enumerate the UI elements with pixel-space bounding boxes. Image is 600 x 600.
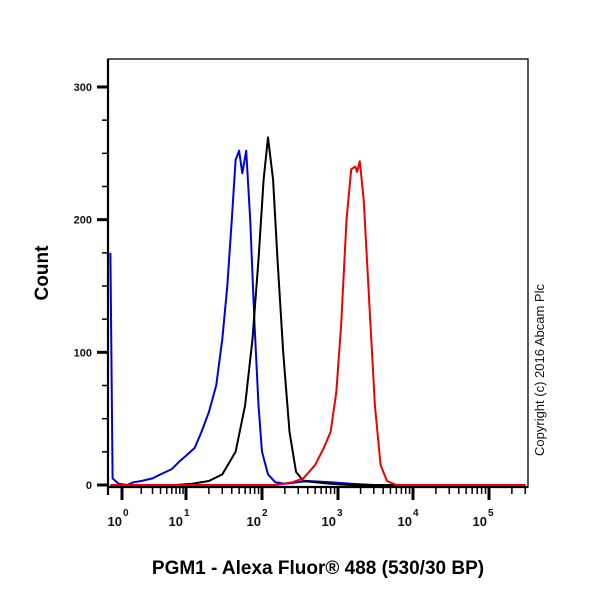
svg-text:10: 10 [473,514,487,529]
histogram-line-black [110,136,526,486]
svg-text:10: 10 [108,514,122,529]
svg-text:10: 10 [398,514,412,529]
x-tick-label: 105 [473,508,494,529]
histogram-line-red [110,160,526,486]
x-axis-title: PGM1 - Alexa Fluor® 488 (530/30 BP) [152,558,484,579]
x-tick-label: 100 [108,508,129,529]
histogram-line-blue [109,149,526,486]
svg-text:10: 10 [169,514,183,529]
svg-text:1: 1 [184,508,190,519]
y-axis-title: Count [32,245,53,301]
plot-frame [107,58,529,488]
x-tick-label: 101 [169,508,190,529]
x-tick-label: 102 [247,508,268,529]
x-tick-label: 103 [322,508,343,529]
svg-text:0: 0 [123,508,129,519]
svg-text:2: 2 [262,508,268,519]
histogram-series [109,136,526,486]
y-tick-label: 200 [74,215,92,227]
y-axis-ticks: 0 100 200 300 [74,82,108,492]
y-tick-label: 100 [74,347,92,359]
copyright-notice: Copyright (c) 2016 Abcam Plc [532,284,547,456]
svg-text:4: 4 [413,508,419,519]
svg-text:10: 10 [322,514,336,529]
svg-text:10: 10 [247,514,261,529]
svg-text:5: 5 [488,508,494,519]
y-tick-label: 0 [86,480,92,492]
x-tick-label: 104 [398,508,419,529]
y-tick-label: 300 [74,82,92,94]
svg-text:3: 3 [337,508,343,519]
